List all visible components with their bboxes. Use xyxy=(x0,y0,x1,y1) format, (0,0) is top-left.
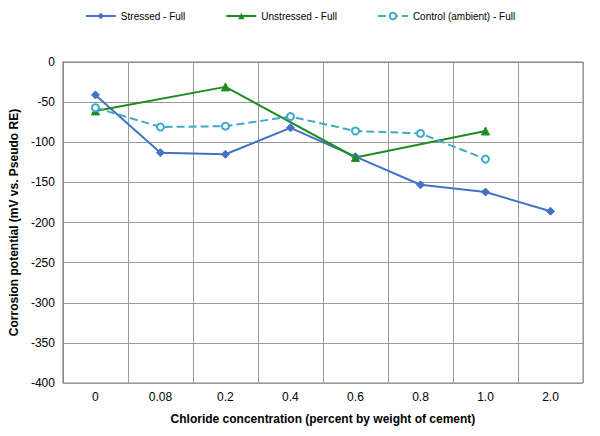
svg-text:-400: -400 xyxy=(31,376,55,390)
svg-text:-250: -250 xyxy=(31,256,55,270)
svg-text:0: 0 xyxy=(48,55,55,69)
svg-text:-300: -300 xyxy=(31,296,55,310)
svg-text:-100: -100 xyxy=(31,135,55,149)
svg-text:Corrosion potential (mV vs. Ps: Corrosion potential (mV vs. Pseudo RE) xyxy=(7,109,21,336)
svg-text:0.2: 0.2 xyxy=(217,390,234,404)
svg-text:Chloride concentration (percen: Chloride concentration (percent by weigh… xyxy=(171,412,476,426)
svg-text:Control (ambient) - Full: Control (ambient) - Full xyxy=(413,11,515,22)
svg-text:1.0: 1.0 xyxy=(477,390,494,404)
svg-text:-200: -200 xyxy=(31,216,55,230)
svg-text:0.08: 0.08 xyxy=(149,390,173,404)
svg-text:0.8: 0.8 xyxy=(412,390,429,404)
svg-text:-50: -50 xyxy=(38,95,56,109)
svg-text:-150: -150 xyxy=(31,175,55,189)
svg-text:0.6: 0.6 xyxy=(347,390,364,404)
svg-text:0: 0 xyxy=(92,390,99,404)
svg-text:0.4: 0.4 xyxy=(282,390,299,404)
svg-text:-350: -350 xyxy=(31,336,55,350)
svg-text:Stressed - Full: Stressed - Full xyxy=(121,11,185,22)
svg-text:Unstressed - Full: Unstressed - Full xyxy=(261,11,337,22)
svg-text:2.0: 2.0 xyxy=(542,390,559,404)
